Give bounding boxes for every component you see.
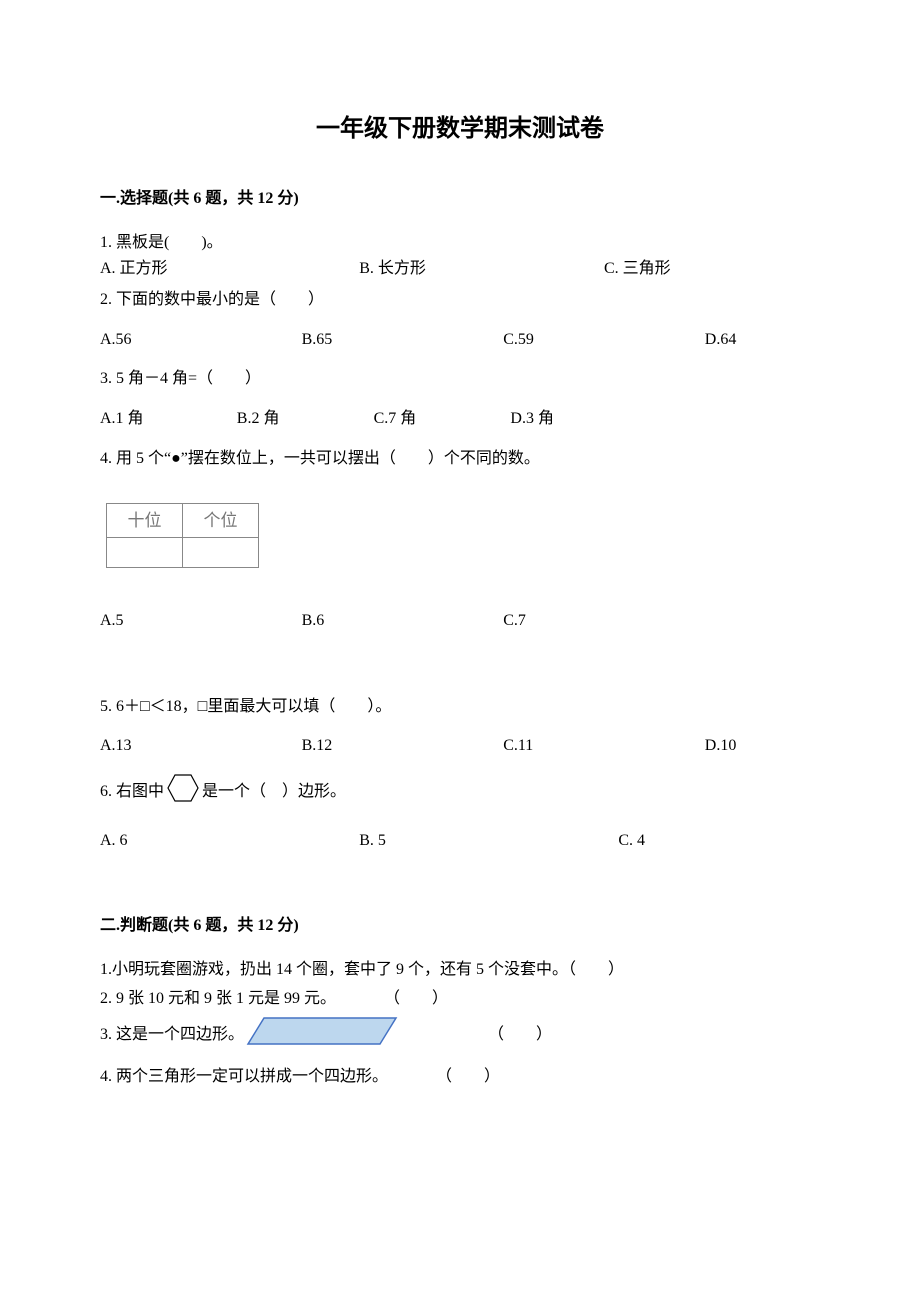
- place-value-table: 十位 个位: [106, 503, 259, 568]
- q5-opt-c: C.11: [503, 733, 705, 759]
- q4-opt-a: A.5: [100, 608, 302, 634]
- q3-opt-c: C.7 角: [374, 406, 511, 432]
- q2-stem: 2. 下面的数中最小的是（ ）: [100, 287, 820, 313]
- q5-opt-b: B.12: [302, 733, 504, 759]
- page-title: 一年级下册数学期末测试卷: [100, 110, 820, 148]
- judge-q3-pre: 3. 这是一个四边形。: [100, 1022, 244, 1048]
- q2-opt-a: A.56: [100, 327, 302, 353]
- q2-opt-c: C.59: [503, 327, 705, 353]
- q2-opt-d: D.64: [705, 327, 820, 353]
- judge-q3-post: （ ）: [488, 1022, 552, 1048]
- q6-stem: 6. 右图中 是一个（ ）边形。: [100, 773, 820, 812]
- q5-stem: 5. 6＋□＜18，□里面最大可以填（ ）。: [100, 694, 820, 720]
- q3-stem: 3. 5 角－4 角=（ ）: [100, 366, 820, 392]
- judge-q3: 3. 这是一个四边形。 （ ）: [100, 1016, 820, 1055]
- q4-opt-c: C.7: [503, 608, 820, 634]
- section2-header: 二.判断题(共 6 题，共 12 分): [100, 913, 820, 939]
- section1-header: 一.选择题(共 6 题，共 12 分): [100, 186, 820, 212]
- q4-opt-b: B.6: [302, 608, 504, 634]
- q6-opt-a: A. 6: [100, 828, 359, 854]
- q6-opt-b: B. 5: [359, 828, 618, 854]
- table-tens-header: 十位: [107, 504, 183, 538]
- hexagon-icon: [166, 773, 200, 812]
- q1-options: A. 正方形 B. 长方形 C. 三角形: [100, 256, 820, 282]
- q1-opt-b: B. 长方形: [359, 256, 604, 282]
- q1-opt-a: A. 正方形: [100, 256, 359, 282]
- q5-opt-d: D.10: [705, 733, 820, 759]
- judge-q1: 1.小明玩套圈游戏，扔出 14 个圈，套中了 9 个，还有 5 个没套中。（ ）: [100, 957, 820, 983]
- q6-pre: 6. 右图中: [100, 779, 164, 805]
- q5-options: A.13 B.12 C.11 D.10: [100, 733, 820, 759]
- parallelogram-icon: [246, 1016, 398, 1055]
- table-tens-cell: [107, 538, 183, 568]
- q1-opt-c: C. 三角形: [604, 256, 820, 282]
- q6-opt-c: C. 4: [618, 828, 820, 854]
- table-ones-header: 个位: [183, 504, 259, 538]
- q3-opt-a: A.1 角: [100, 406, 237, 432]
- q6-post: 是一个（ ）边形。: [202, 779, 346, 805]
- q4-options: A.5 B.6 C.7: [100, 608, 820, 634]
- judge-q2: 2. 9 张 10 元和 9 张 1 元是 99 元。 （ ）: [100, 986, 820, 1012]
- q4-stem: 4. 用 5 个“●”摆在数位上，一共可以摆出（ ）个不同的数。: [100, 446, 820, 472]
- q6-options: A. 6 B. 5 C. 4: [100, 828, 820, 854]
- q1-stem: 1. 黑板是( )。: [100, 230, 820, 256]
- q2-options: A.56 B.65 C.59 D.64: [100, 327, 820, 353]
- table-ones-cell: [183, 538, 259, 568]
- q3-opt-d: D.3 角: [510, 406, 820, 432]
- q3-options: A.1 角 B.2 角 C.7 角 D.3 角: [100, 406, 820, 432]
- q5-opt-a: A.13: [100, 733, 302, 759]
- judge-q4: 4. 两个三角形一定可以拼成一个四边形。 （ ）: [100, 1064, 820, 1090]
- q3-opt-b: B.2 角: [237, 406, 374, 432]
- q2-opt-b: B.65: [302, 327, 504, 353]
